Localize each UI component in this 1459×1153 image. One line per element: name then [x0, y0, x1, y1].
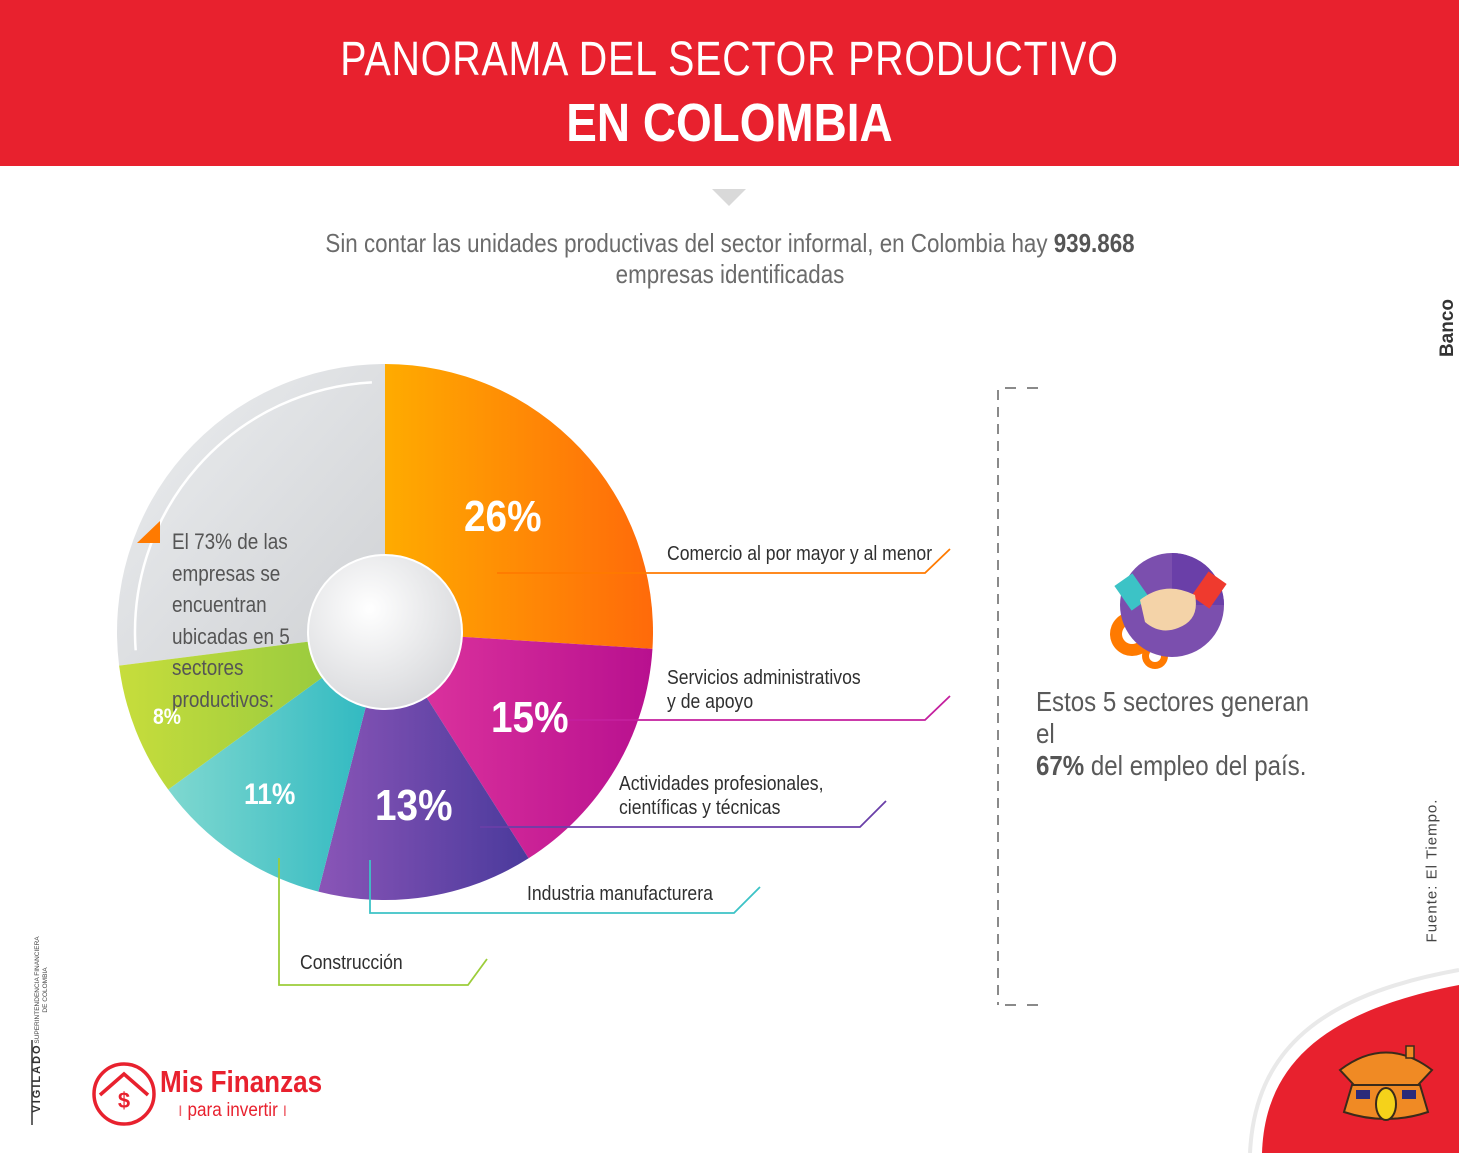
category-label-line: Comercio al por mayor y al menor [667, 543, 933, 565]
brand-name: Mis Finanzas [160, 1064, 323, 1099]
source-vertical: Fuente: El Tiempo. [1423, 798, 1441, 943]
leader-line-comercio [497, 548, 951, 574]
bank-name-vertical: Banco Davivienda S.A. [1437, 298, 1458, 358]
employment-text: Estos 5 sectores generan el 67% del empl… [1036, 686, 1311, 782]
category-label-servicios: Servicios administrativos y de apoyo [667, 666, 861, 714]
intro-text-before: Sin contar las unidades productivas del … [325, 228, 1054, 258]
note-text: El 73% de las empresas se encuentran ubi… [172, 529, 290, 712]
superintendencia-line-2: DE COLOMBIA [42, 967, 49, 1013]
leader-line-servicios [512, 695, 951, 721]
pct-label-industria: 11% [243, 778, 295, 812]
pie-chart [116, 363, 653, 901]
leader-line-construccion [278, 858, 488, 986]
category-label-line: científicas y técnicas [619, 797, 781, 819]
pct-label-construccion: 8% [152, 703, 181, 729]
handshake-gears-icon [1110, 553, 1227, 669]
header-banner: PANORAMA DEL SECTOR PRODUCTIVO EN COLOMB… [0, 0, 1459, 166]
employment-text-after: del empleo del país. [1084, 750, 1307, 781]
category-label-industria: Industria manufacturera [527, 882, 713, 906]
pie-center-hole [307, 554, 463, 710]
category-label-actividades: Actividades profesionales, científicas y … [619, 772, 823, 820]
category-label-line: Construcción [300, 952, 403, 974]
note-corner-icon [137, 521, 160, 543]
pct-label-comercio: 26% [464, 492, 542, 542]
category-label-comercio: Comercio al por mayor y al menor [667, 542, 932, 566]
leader-lines [278, 548, 951, 986]
intro-text: Sin contar las unidades productivas del … [317, 228, 1143, 290]
category-label-line: y de apoyo [667, 691, 754, 713]
employment-percent: 67% [1036, 750, 1085, 781]
bracket-ticks [1005, 387, 1038, 1006]
brand-tagline-text: para invertir [187, 1100, 278, 1121]
category-label-line: Servicios administrativos [667, 667, 861, 689]
pie-slice-industria [168, 632, 385, 892]
category-label-line: Industria manufacturera [527, 883, 713, 905]
brand-tagline: ı para invertir ı [178, 1100, 288, 1121]
leader-line-actividades [480, 800, 887, 828]
pct-label-servicios: 15% [490, 693, 569, 743]
intro-number: 939.868 [1053, 228, 1135, 258]
rest-highlight-arc [133, 381, 372, 651]
vigilado-text: VIGILADO [31, 1043, 43, 1113]
dollar-icon: $ [118, 1088, 130, 1113]
house-logo-icon [1338, 1045, 1434, 1121]
pie-slice-rest [116, 363, 385, 666]
mis-finanzas-logo: $ [92, 1062, 156, 1126]
leader-line-industria [369, 860, 761, 914]
title-line-1: PANORAMA DEL SECTOR PRODUCTIVO [340, 33, 1119, 86]
pie-slice-servicios [385, 632, 653, 859]
employment-text-before: Estos 5 sectores generan el [1036, 686, 1310, 749]
davivienda-corner [1248, 968, 1459, 1153]
title-line-2: EN COLOMBIA [566, 93, 893, 153]
intro-text-after: empresas identificadas [615, 259, 845, 289]
category-label-construccion: Construcción [300, 951, 403, 975]
down-arrow-icon [712, 189, 746, 206]
category-label-line: Actividades profesionales, [619, 773, 824, 795]
pie-slice-comercio [385, 364, 653, 649]
pct-label-actividades: 13% [374, 780, 453, 830]
